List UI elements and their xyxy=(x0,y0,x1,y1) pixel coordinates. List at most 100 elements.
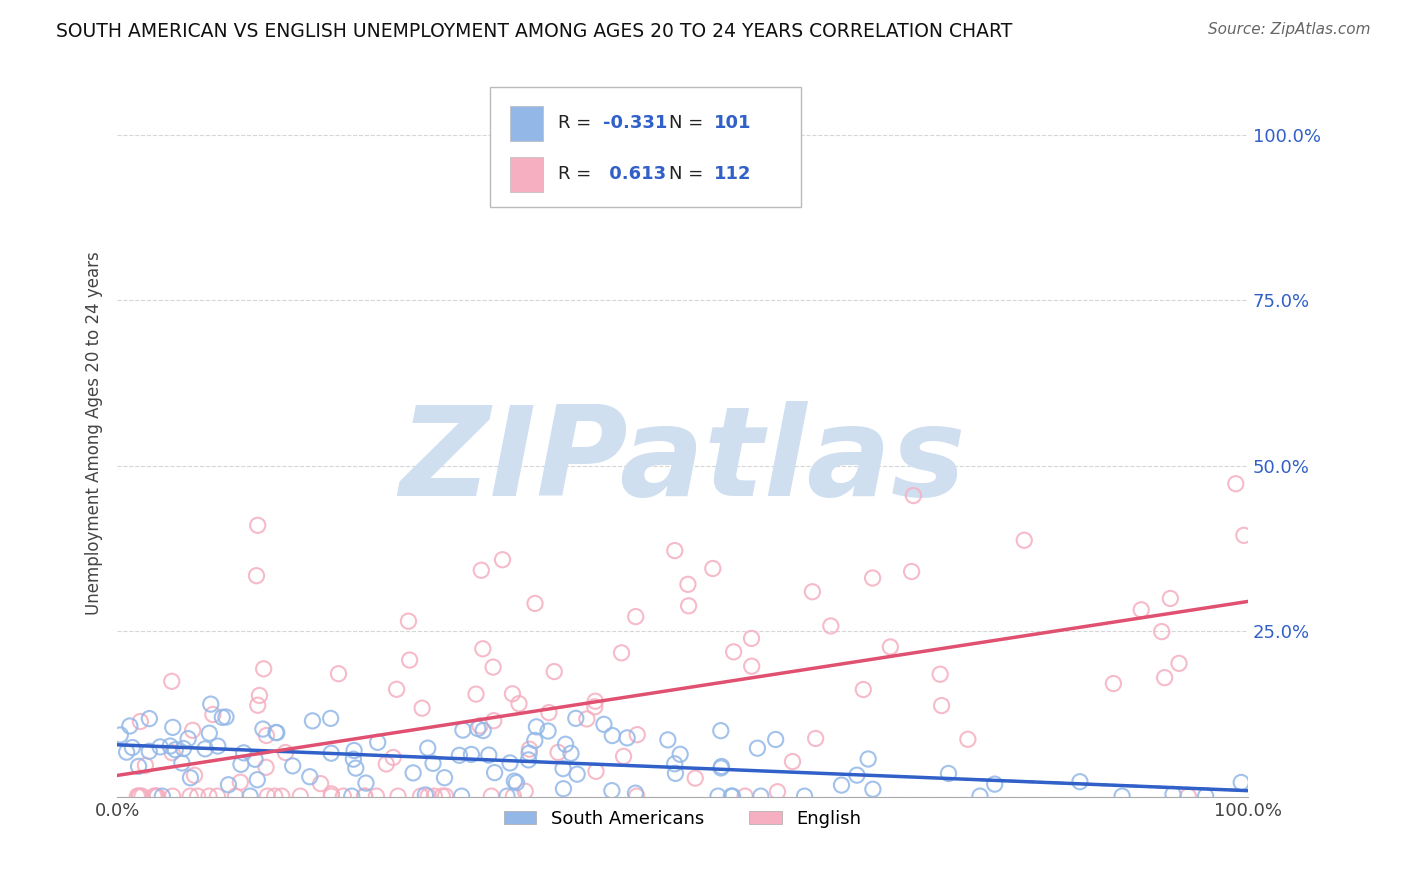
Point xyxy=(416,789,439,804)
Point xyxy=(301,714,323,728)
Point xyxy=(626,789,648,804)
Point xyxy=(543,665,565,679)
Point xyxy=(515,784,537,798)
Point xyxy=(1069,774,1091,789)
Point xyxy=(879,640,901,654)
FancyBboxPatch shape xyxy=(509,157,544,192)
Point xyxy=(831,778,853,792)
Point xyxy=(669,747,692,762)
Point xyxy=(246,772,269,787)
Point xyxy=(766,785,789,799)
Point xyxy=(741,632,763,646)
Point xyxy=(162,720,184,734)
Point xyxy=(239,789,262,804)
Point xyxy=(583,699,606,714)
Point xyxy=(683,771,706,785)
Point xyxy=(172,741,194,756)
Point xyxy=(115,745,138,759)
Point xyxy=(198,726,221,740)
Point xyxy=(575,712,598,726)
Point xyxy=(503,774,526,789)
Point xyxy=(517,753,540,767)
Point xyxy=(519,742,541,756)
Point xyxy=(150,789,173,804)
Point xyxy=(387,789,409,804)
Point xyxy=(478,748,501,763)
Point xyxy=(468,719,491,733)
Point xyxy=(118,719,141,733)
Text: R =: R = xyxy=(558,114,598,132)
Point xyxy=(332,789,354,804)
Point xyxy=(1161,787,1184,801)
Point xyxy=(354,776,377,790)
Point xyxy=(207,789,229,804)
Point xyxy=(862,571,884,585)
Point xyxy=(502,789,524,804)
Point xyxy=(246,518,269,533)
Point xyxy=(747,741,769,756)
Point xyxy=(145,789,167,804)
Text: N =: N = xyxy=(669,114,709,132)
Point xyxy=(110,728,132,742)
Point xyxy=(1225,476,1247,491)
Point xyxy=(179,771,201,785)
Point xyxy=(177,731,200,746)
Point xyxy=(229,775,252,789)
Point xyxy=(432,789,454,804)
Point xyxy=(246,698,269,713)
Point xyxy=(366,789,388,804)
Point xyxy=(134,758,156,772)
Point xyxy=(626,728,648,742)
Point xyxy=(145,789,167,804)
Point xyxy=(1153,671,1175,685)
Point xyxy=(585,764,607,779)
Point xyxy=(508,697,530,711)
Point xyxy=(537,724,560,739)
Point xyxy=(938,766,960,780)
Point xyxy=(501,687,523,701)
Legend: South Americans, English: South Americans, English xyxy=(496,803,869,835)
Text: 112: 112 xyxy=(714,165,752,183)
Point xyxy=(129,714,152,729)
Point xyxy=(801,584,824,599)
Point xyxy=(281,759,304,773)
Point xyxy=(782,755,804,769)
Point xyxy=(664,543,686,558)
Point xyxy=(862,782,884,797)
Point xyxy=(243,752,266,766)
Point xyxy=(321,746,343,760)
Point xyxy=(804,731,827,746)
Point xyxy=(1168,657,1191,671)
Point xyxy=(1177,789,1199,804)
Point xyxy=(983,777,1005,791)
Point xyxy=(956,732,979,747)
Point xyxy=(252,722,274,736)
Point xyxy=(931,698,953,713)
Point xyxy=(624,786,647,800)
Point xyxy=(266,725,288,739)
Point xyxy=(460,747,482,762)
Text: SOUTH AMERICAN VS ENGLISH UNEMPLOYMENT AMONG AGES 20 TO 24 YEARS CORRELATION CHA: SOUTH AMERICAN VS ENGLISH UNEMPLOYMENT A… xyxy=(56,22,1012,41)
Point xyxy=(664,756,686,771)
Point xyxy=(710,723,733,738)
Point xyxy=(517,746,540,760)
Point xyxy=(183,768,205,782)
Point xyxy=(1194,789,1216,804)
Point xyxy=(146,789,169,804)
Point xyxy=(765,732,787,747)
Point xyxy=(505,775,527,789)
Point xyxy=(402,765,425,780)
Point xyxy=(229,757,252,772)
Point xyxy=(613,749,636,764)
Text: 101: 101 xyxy=(714,114,752,132)
Point xyxy=(471,641,494,656)
Point xyxy=(553,781,575,796)
Point xyxy=(707,789,730,804)
Point xyxy=(482,714,505,728)
Point xyxy=(547,746,569,760)
Point xyxy=(678,599,700,613)
Point xyxy=(676,577,699,591)
Point xyxy=(1159,591,1181,606)
Point xyxy=(298,770,321,784)
Point xyxy=(398,614,420,628)
